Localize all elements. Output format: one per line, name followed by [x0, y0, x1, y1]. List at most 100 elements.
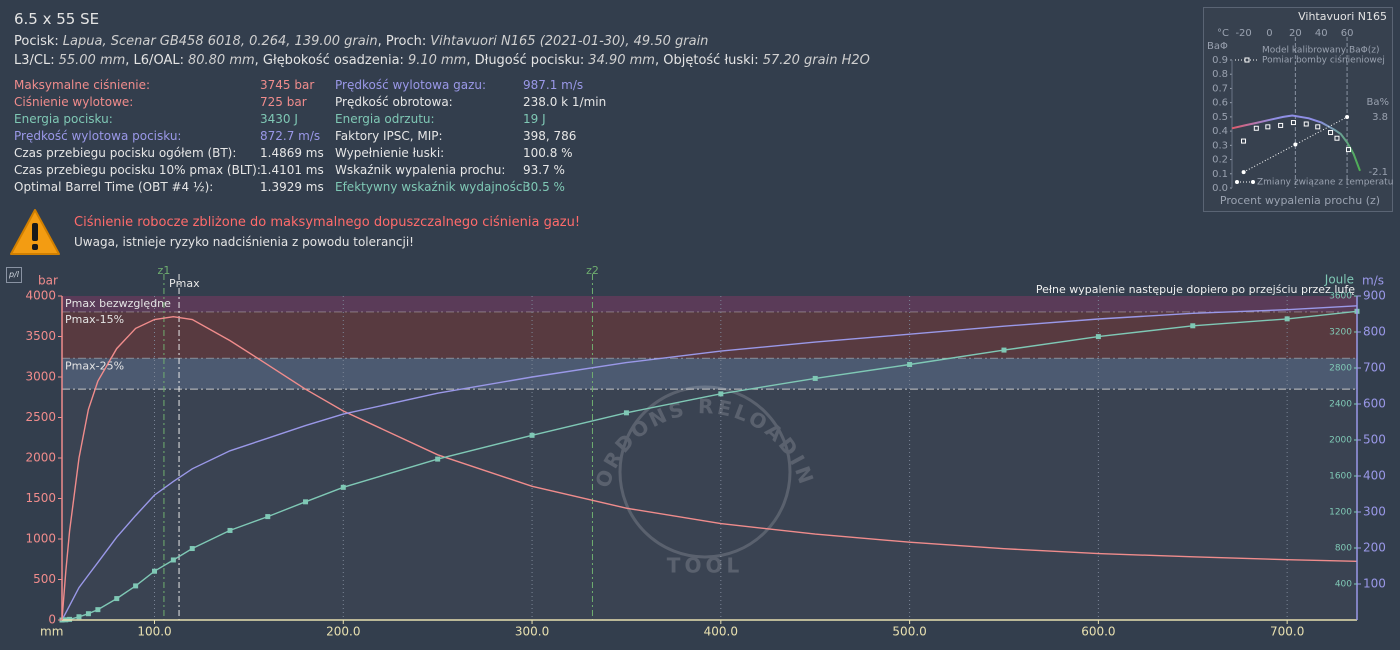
- stat-label: Wypełnienie łuski:: [335, 146, 445, 160]
- mini-title: Vihtavuori N165: [1298, 10, 1387, 23]
- measurement-point: [1265, 124, 1271, 130]
- measurement-point: [1253, 125, 1259, 131]
- x2-tick-label: 40: [1315, 28, 1328, 39]
- measurement-point: [1345, 147, 1351, 153]
- field-label: , Objętość łuski:: [654, 53, 759, 68]
- y2-tick-label: -2.1: [1368, 167, 1388, 178]
- legend-label: Pomiar bomby ciśnieniowej: [1262, 55, 1385, 66]
- stat-label: Energia odrzutu:: [335, 112, 435, 126]
- stat-label: Optimal Barrel Time (OBT #4 ½):: [14, 180, 214, 194]
- y-tick-label: 3000: [25, 370, 56, 384]
- data-point: [907, 361, 913, 367]
- y-axis-title: BaΦ: [1207, 41, 1228, 52]
- y-tick-label: 2000: [25, 451, 56, 465]
- marker-label: z2: [586, 264, 599, 277]
- stat-value: 1.3929 ms: [260, 180, 324, 194]
- measurement-point: [1278, 122, 1284, 128]
- field-label: , Długość pocisku:: [466, 53, 585, 68]
- y-tick-label: 2500: [25, 410, 56, 424]
- stat-value: 1.4869 ms: [260, 146, 324, 160]
- data-point: [133, 583, 139, 589]
- stat-label: Wskaźnik wypalenia prochu:: [335, 163, 506, 177]
- stat-label: Czas przebiegu pocisku 10% pmax (BLT):: [14, 163, 261, 177]
- x-tick-label: 300.0: [515, 625, 549, 639]
- y-tick-label: 1000: [25, 532, 56, 546]
- data-point: [170, 557, 176, 563]
- stat-value: 100.8 %: [523, 146, 573, 160]
- band-label: Pmax bezwzględne: [65, 297, 171, 310]
- stat-label: Efektywny wskaźnik wydajności:: [335, 180, 530, 194]
- stat-label: Energia pocisku:: [14, 112, 113, 126]
- y2-axis-title: Ba%: [1367, 97, 1390, 108]
- y3-tick-label: 2000: [1329, 436, 1352, 446]
- legend-swatch: [1244, 57, 1250, 63]
- field-value: 9.10 mm: [407, 53, 467, 68]
- pressure-band: [62, 358, 1357, 390]
- y2-tick-label: 400: [1363, 469, 1386, 483]
- field-value: Vihtavuori N165 (2021-01-30), 49.50 grai…: [430, 34, 709, 49]
- data-point: [1095, 334, 1101, 340]
- stat-label: Prędkość wylotowa gazu:: [335, 78, 487, 92]
- stat-label: Prędkość obrotowa:: [335, 95, 453, 109]
- y3-tick-label: 1600: [1329, 472, 1352, 482]
- data-point: [1001, 347, 1007, 353]
- field-label: , L6/OAL:: [125, 53, 184, 68]
- y2-tick-label: 600: [1363, 397, 1386, 411]
- data-point: [303, 499, 309, 505]
- x-axis-title: Procent wypalenia prochu (z): [1220, 194, 1380, 207]
- data-point: [623, 410, 629, 416]
- legend-label: Zmiany związane z temperaturą: [1257, 178, 1393, 188]
- model-line: [1231, 114, 1361, 172]
- stat-value: 30.5 %: [523, 180, 565, 194]
- pressure-band: [62, 312, 1357, 359]
- y-tick-label: 500: [33, 572, 56, 586]
- data-point: [812, 375, 818, 381]
- y-axis-title: bar: [38, 274, 58, 288]
- stat-value: 987.1 m/s: [523, 78, 584, 92]
- annotation: Pełne wypalenie następuje dopiero po prz…: [1036, 283, 1355, 296]
- chart-mode-button[interactable]: p/l: [6, 267, 22, 283]
- y3-tick-label: 400: [1335, 580, 1352, 590]
- legend-swatch: [1251, 180, 1255, 184]
- y2-tick-label: 800: [1363, 325, 1386, 339]
- y-tick-label: 0.6: [1212, 98, 1228, 109]
- measurement-point: [1290, 120, 1296, 126]
- field-label: L3/CL:: [14, 53, 55, 68]
- series-line: [61, 305, 1358, 621]
- field-value: 55.00 mm: [58, 53, 126, 68]
- y-tick-label: 3500: [25, 329, 56, 343]
- y-tick-label: 0.4: [1212, 126, 1228, 137]
- y-tick-label: 0: [48, 613, 56, 627]
- cartridge-title: 6.5 x 55 SE: [14, 10, 100, 28]
- data-point: [76, 614, 82, 620]
- y2-tick-label: 3.8: [1372, 112, 1388, 123]
- stat-value: 19 J: [523, 112, 546, 126]
- measurement-point: [1315, 124, 1321, 130]
- legend-swatch: [1235, 180, 1239, 184]
- series-line: [61, 315, 1358, 621]
- data-point: [227, 527, 233, 533]
- stat-value: 1.4101 ms: [260, 163, 324, 177]
- data-point: [340, 484, 346, 490]
- y2-tick-label: 900: [1363, 289, 1386, 303]
- x-axis-title: mm: [40, 625, 63, 639]
- stat-label: Ciśnienie wylotowe:: [14, 95, 134, 109]
- warning-text: Uwaga, istnieje ryzyko nadciśnienia z po…: [74, 235, 414, 249]
- pressure-chart: Pmax bezwzględne Pmax-15% Pmax-25% 100.0 200…: [0, 262, 1386, 639]
- y-tick-label: 0.0: [1212, 183, 1228, 194]
- pressure-band: [62, 296, 1357, 313]
- marker-label: Pmax: [169, 277, 200, 290]
- x2-tick-label: 0: [1266, 28, 1272, 39]
- data-point: [152, 568, 157, 574]
- data-point: [114, 596, 120, 602]
- band-label: Pmax-15%: [65, 313, 124, 326]
- measurement-point: [1328, 130, 1334, 136]
- y3-tick-label: 1200: [1329, 508, 1352, 518]
- stat-value: 872.7 m/s: [260, 129, 321, 143]
- y3-axis-title: Joule: [1324, 273, 1354, 287]
- data-point: [435, 456, 441, 462]
- data-point: [1190, 323, 1196, 329]
- temperature-point: [1241, 170, 1246, 175]
- x2-tick-label: 20: [1289, 28, 1302, 39]
